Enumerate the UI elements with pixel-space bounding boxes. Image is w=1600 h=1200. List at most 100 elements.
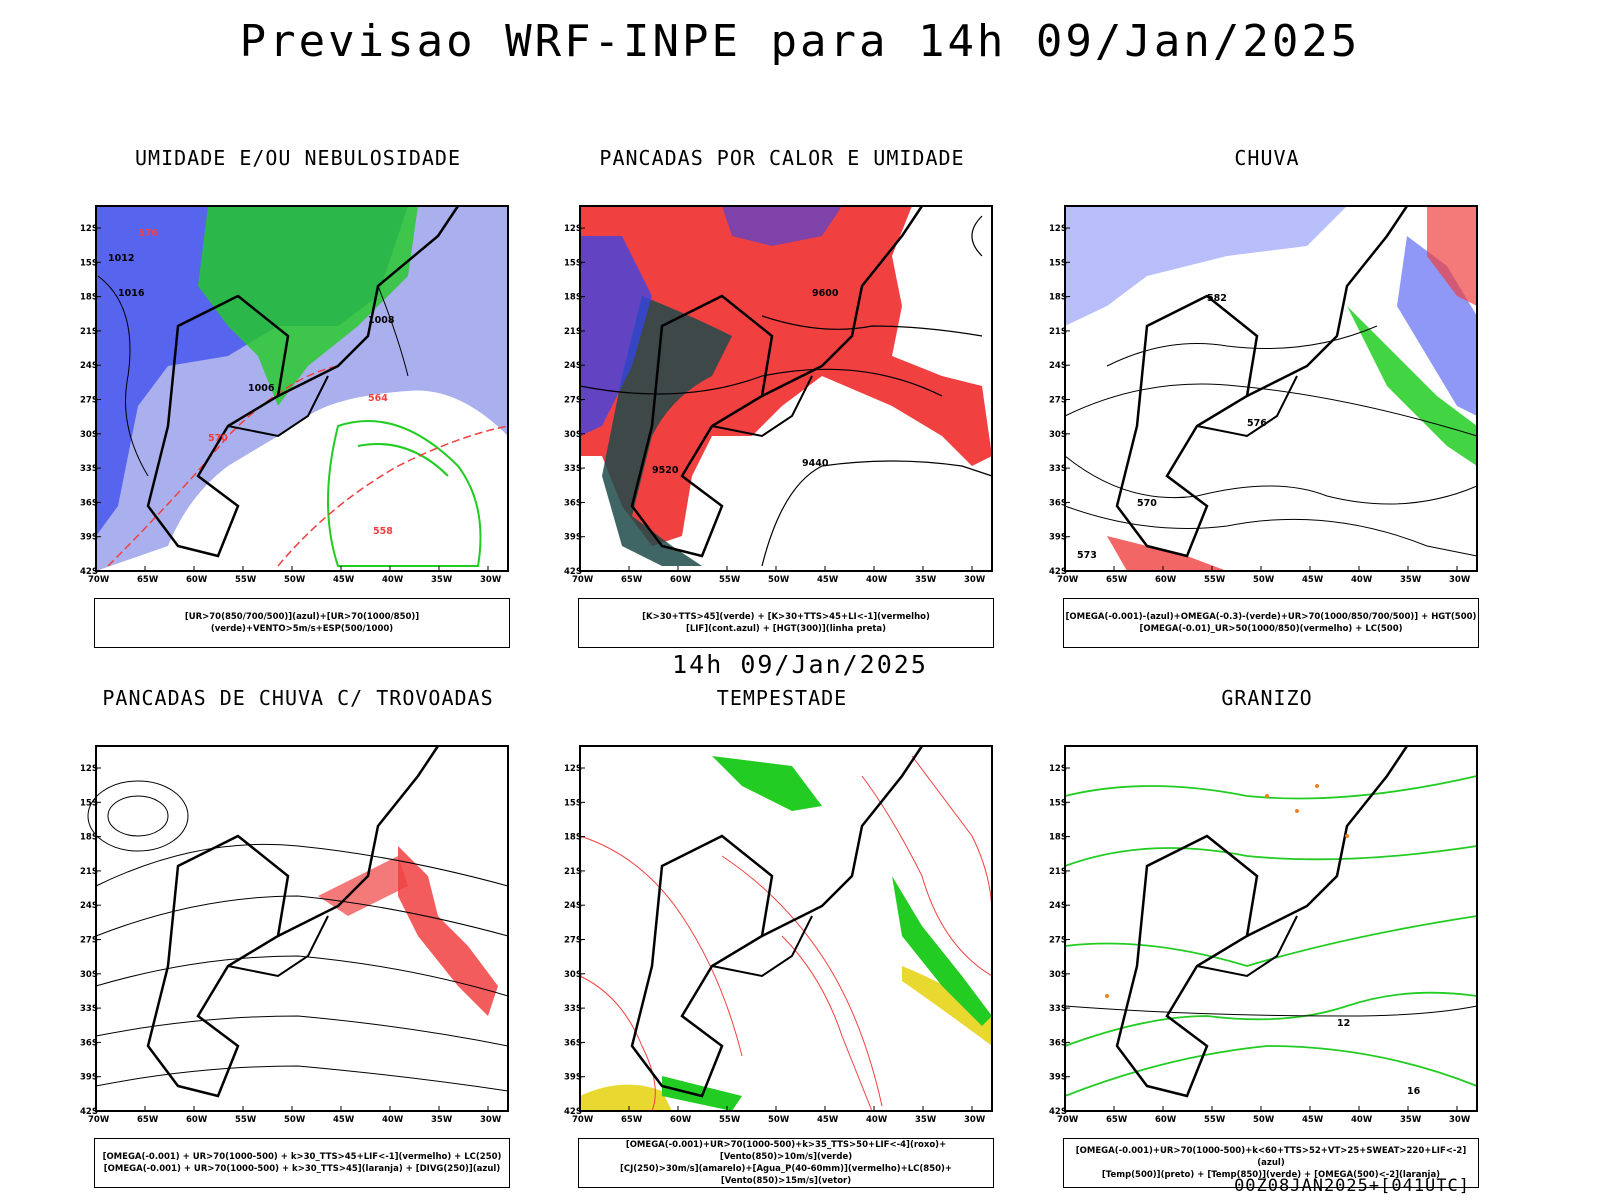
- svg-text:570: 570: [1137, 498, 1157, 509]
- lat-tick-label: 18S: [80, 293, 98, 303]
- lat-tick-label: 39S: [1049, 1073, 1067, 1083]
- lon-tick-label: 60W: [670, 1115, 692, 1125]
- lat-tick-label: 36S: [564, 498, 582, 508]
- lon-tick-label: 40W: [866, 1115, 888, 1125]
- lat-tick-label: 12S: [80, 224, 98, 234]
- lon-tick-label: 65W: [1106, 575, 1128, 585]
- map-umidade: 1012 1008 1016 1006 576 570 564 558 12S 1…: [80, 205, 509, 585]
- svg-text:9600: 9600: [812, 288, 839, 299]
- lon-tick-label: 55W: [1204, 1115, 1226, 1125]
- lat-tick-label: 30S: [1049, 970, 1067, 980]
- lon-tick-label: 65W: [137, 575, 159, 585]
- lat-tick-label: 18S: [1049, 293, 1067, 303]
- lon-tick-label: 45W: [333, 1115, 355, 1125]
- lon-tick-label: 70W: [88, 1115, 110, 1125]
- lat-tick-label: 39S: [1049, 533, 1067, 543]
- map-chuva: 582 576 570 573 12S 15S 18S 21S 24S 27S 30S 33S…: [1049, 205, 1478, 585]
- lat-tick-label: 27S: [80, 396, 98, 406]
- lon-tick-label: 55W: [719, 575, 741, 585]
- lat-tick-label: 33S: [1049, 464, 1067, 474]
- svg-text:558: 558: [373, 526, 393, 537]
- lat-tick-label: 42S: [564, 567, 582, 577]
- lon-tick-label: 65W: [621, 575, 643, 585]
- lon-tick-label: 50W: [1253, 1115, 1275, 1125]
- legend-pancadas-trovoadas: [OMEGA(-0.001) + UR>70(1000-500) + k>30_…: [94, 1138, 510, 1188]
- panel-title: TEMPESTADE: [716, 686, 848, 710]
- lon-tick-label: 35W: [431, 575, 453, 585]
- lon-tick-label: 30W: [964, 1115, 986, 1125]
- lat-tick-label: 21S: [1049, 867, 1067, 877]
- lat-tick-label: 30S: [80, 970, 98, 980]
- lat-tick-label: 36S: [80, 1038, 98, 1048]
- lon-tick-label: 60W: [1155, 575, 1177, 585]
- lat-tick-label: 24S: [564, 361, 582, 371]
- lon-tick-label: 30W: [1449, 575, 1471, 585]
- panel-title: CHUVA: [1234, 146, 1300, 170]
- lat-tick-label: 24S: [80, 901, 98, 911]
- legend-tempestade: [OMEGA(-0.001)+UR>70(1000-500)+k>35_TTS>…: [578, 1138, 994, 1188]
- lon-tick-label: 55W: [719, 1115, 741, 1125]
- lon-tick-label: 40W: [1351, 575, 1373, 585]
- lon-tick-label: 50W: [768, 1115, 790, 1125]
- main-title: Previsao WRF-INPE para 14h 09/Jan/2025: [239, 16, 1361, 67]
- lat-tick-label: 42S: [1049, 1107, 1067, 1117]
- lat-tick-label: 39S: [80, 1073, 98, 1083]
- lat-tick-label: 30S: [564, 970, 582, 980]
- lat-tick-label: 21S: [1049, 327, 1067, 337]
- lat-tick-label: 42S: [564, 1107, 582, 1117]
- lat-tick-label: 33S: [564, 1004, 582, 1014]
- lon-tick-label: 30W: [480, 1115, 502, 1125]
- lat-tick-label: 15S: [1049, 258, 1067, 268]
- svg-text:16: 16: [1407, 1086, 1421, 1097]
- lat-tick-label: 36S: [1049, 1038, 1067, 1048]
- lon-tick-label: 50W: [284, 1115, 306, 1125]
- lon-tick-label: 50W: [284, 575, 306, 585]
- legend-pancadas-calor: [K>30+TTS>45](verde) + [K>30+TTS>45+LI<-…: [578, 598, 994, 648]
- lat-tick-label: 21S: [564, 327, 582, 337]
- lat-tick-label: 12S: [1049, 764, 1067, 774]
- svg-text:1012: 1012: [108, 253, 134, 264]
- svg-text:582: 582: [1207, 293, 1227, 304]
- lat-tick-label: 36S: [80, 498, 98, 508]
- lon-tick-label: 35W: [1400, 1115, 1422, 1125]
- lat-tick-label: 42S: [80, 1107, 98, 1117]
- lat-tick-label: 12S: [80, 764, 98, 774]
- svg-text:12: 12: [1337, 1018, 1350, 1029]
- svg-text:9520: 9520: [652, 465, 679, 476]
- lat-tick-label: 39S: [564, 533, 582, 543]
- run-label: 00Z08JAN2025+[041UTC]: [1234, 1176, 1470, 1196]
- svg-text:9440: 9440: [802, 458, 829, 469]
- lon-tick-label: 40W: [382, 1115, 404, 1125]
- lat-tick-label: 33S: [80, 464, 98, 474]
- lat-tick-label: 30S: [80, 430, 98, 440]
- lat-tick-label: 24S: [1049, 901, 1067, 911]
- lat-tick-label: 15S: [1049, 798, 1067, 808]
- legend-umidade: [UR>70(850/700/500)](azul)+[UR>70(1000/8…: [94, 598, 510, 648]
- lon-tick-label: 70W: [1057, 1115, 1079, 1125]
- lon-tick-label: 40W: [866, 575, 888, 585]
- panel-title: PANCADAS DE CHUVA C/ TROVOADAS: [102, 686, 494, 710]
- lat-tick-label: 18S: [1049, 833, 1067, 843]
- lat-tick-label: 12S: [564, 224, 582, 234]
- panel-title: UMIDADE E/OU NEBULOSIDADE: [134, 146, 462, 170]
- lon-tick-label: 35W: [915, 1115, 937, 1125]
- lon-tick-label: 45W: [1302, 575, 1324, 585]
- lat-tick-label: 39S: [564, 1073, 582, 1083]
- lat-tick-label: 12S: [564, 764, 582, 774]
- map-granizo: 12 16 12S 15S 18S 21S 24S 27S 30S 33S 36S 39S 42S7…: [1049, 745, 1478, 1125]
- svg-text:564: 564: [368, 393, 388, 404]
- lat-tick-label: 21S: [80, 867, 98, 877]
- svg-text:576: 576: [1247, 418, 1267, 429]
- lon-tick-label: 30W: [1449, 1115, 1471, 1125]
- lon-tick-label: 70W: [572, 575, 594, 585]
- lat-tick-label: 27S: [80, 936, 98, 946]
- lat-tick-label: 21S: [80, 327, 98, 337]
- lat-tick-label: 30S: [564, 430, 582, 440]
- lon-tick-label: 60W: [670, 575, 692, 585]
- lat-tick-label: 27S: [564, 396, 582, 406]
- lat-tick-label: 18S: [80, 833, 98, 843]
- lat-tick-label: 24S: [80, 361, 98, 371]
- map-pancadas-calor: 9600 9520 9440 12S 15S 18S 21S 24S 27S 30S 33S 3…: [564, 205, 993, 585]
